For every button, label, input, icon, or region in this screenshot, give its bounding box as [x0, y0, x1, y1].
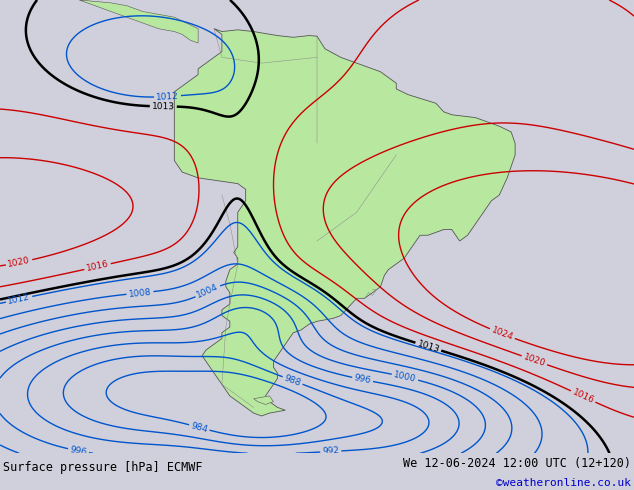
Text: 1013: 1013 [152, 102, 175, 111]
Text: 992: 992 [322, 446, 340, 456]
Text: 1013: 1013 [416, 339, 441, 354]
Text: 1016: 1016 [86, 260, 110, 273]
Text: 996: 996 [353, 373, 372, 386]
Text: We 12-06-2024 12:00 UTC (12+120): We 12-06-2024 12:00 UTC (12+120) [403, 457, 631, 470]
Text: 988: 988 [283, 373, 302, 388]
Polygon shape [174, 29, 515, 416]
Text: 1020: 1020 [7, 256, 31, 269]
Polygon shape [254, 396, 273, 404]
Text: 996: 996 [69, 445, 87, 457]
Text: 1012: 1012 [156, 92, 179, 102]
Text: ©weatheronline.co.uk: ©weatheronline.co.uk [496, 478, 631, 489]
Text: 1000: 1000 [393, 370, 417, 384]
Text: 1016: 1016 [571, 388, 595, 405]
Text: 1012: 1012 [7, 293, 31, 306]
Text: Surface pressure [hPa] ECMWF: Surface pressure [hPa] ECMWF [3, 462, 203, 474]
Text: 1024: 1024 [490, 325, 515, 342]
Polygon shape [79, 0, 198, 43]
Text: 984: 984 [190, 421, 209, 434]
Text: 1004: 1004 [195, 283, 220, 300]
Text: 1008: 1008 [128, 287, 152, 298]
Text: 1020: 1020 [522, 352, 547, 368]
